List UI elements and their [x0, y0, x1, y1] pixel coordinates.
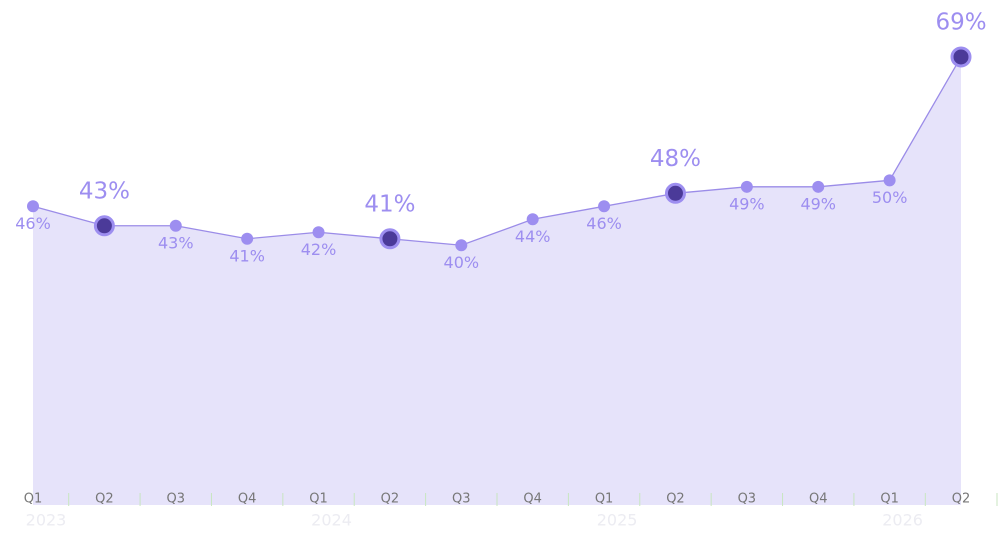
- value-label: 44%: [515, 227, 551, 246]
- highlight-point: [950, 46, 972, 68]
- x-tick-label: Q1: [309, 492, 328, 507]
- point: [455, 239, 468, 252]
- value-label: 41%: [364, 191, 415, 217]
- year-label: 2026: [882, 511, 923, 530]
- area: [33, 56, 961, 505]
- highlight-point: [379, 228, 401, 250]
- x-tick-label: Q1: [24, 492, 43, 507]
- point: [740, 180, 753, 193]
- point: [812, 180, 825, 193]
- value-label: 69%: [935, 9, 986, 35]
- point: [883, 174, 896, 187]
- x-tick-label: Q3: [167, 492, 186, 507]
- point: [27, 200, 39, 213]
- x-tick-label: Q2: [381, 492, 400, 507]
- line: [32, 56, 962, 246]
- point: [241, 232, 254, 245]
- value-label: 42%: [301, 240, 337, 259]
- highlight-point: [664, 182, 686, 204]
- point: [169, 219, 182, 232]
- x-tick-label: Q2: [95, 492, 114, 507]
- x-tick-label: Q3: [738, 492, 757, 507]
- value-label: 40%: [444, 253, 480, 272]
- x-tick-label: Q3: [452, 492, 471, 507]
- value-label: 49%: [800, 194, 836, 213]
- highlight-point: [93, 215, 115, 237]
- year-label: 2025: [597, 511, 638, 530]
- value-label: 48%: [650, 146, 701, 172]
- x-tick-label: Q4: [523, 492, 542, 507]
- value-label: 46%: [15, 214, 51, 233]
- year-label: 2023: [26, 511, 67, 530]
- value-label: 43%: [158, 233, 194, 252]
- value-label: 49%: [729, 194, 765, 213]
- x-tick-label: Q2: [666, 492, 685, 507]
- x-tick-label: Q4: [238, 492, 257, 507]
- x-tick-label: Q2: [952, 492, 971, 507]
- value-label: 50%: [872, 188, 908, 207]
- value-label: 43%: [79, 178, 130, 204]
- x-tick-label: Q1: [595, 492, 614, 507]
- point: [598, 200, 611, 213]
- value-label: 41%: [229, 246, 265, 265]
- x-tick-label: Q4: [809, 492, 828, 507]
- year-label: 2024: [311, 511, 352, 530]
- value-label: 46%: [586, 214, 622, 233]
- point: [526, 213, 539, 226]
- point: [312, 226, 325, 239]
- x-tick-label: Q1: [880, 492, 899, 507]
